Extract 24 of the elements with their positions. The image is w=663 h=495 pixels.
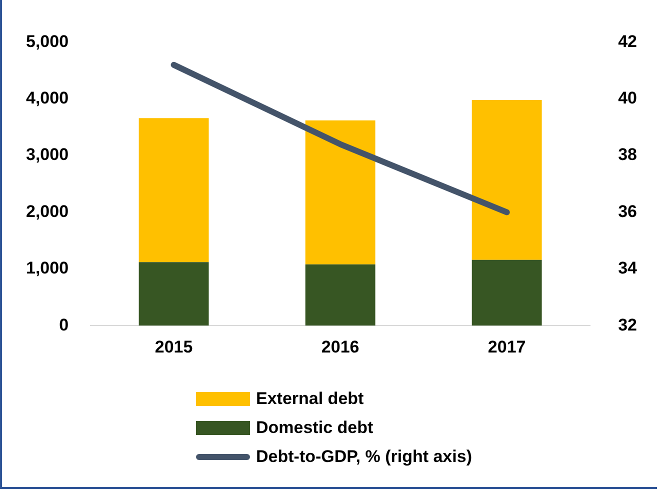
legend-label: Debt-to-GDP, % (right axis)	[256, 446, 472, 466]
y-tick-label: 3,000	[26, 145, 69, 164]
x-tick-label: 2016	[321, 337, 360, 356]
y2-tick-label: 32	[618, 315, 638, 334]
y2-tick-label: 40	[618, 88, 638, 108]
y-tick-label: 4,000	[26, 88, 69, 108]
bar	[138, 262, 209, 326]
x-tick-label: 2017	[488, 337, 526, 356]
y-tick-label: 1,000	[26, 258, 69, 278]
bar	[472, 260, 542, 326]
y2-tick-label: 34	[618, 258, 638, 278]
x-tick-label: 2015	[154, 337, 193, 356]
bar	[472, 100, 542, 260]
legend-label: Domestic debt	[256, 418, 374, 438]
y-tick-label: 5,000	[26, 32, 69, 51]
y-tick-label: 2,000	[26, 202, 69, 221]
bar	[305, 120, 376, 264]
y2-tick-label: 42	[618, 32, 638, 51]
legend-label: External debt	[256, 388, 364, 408]
y2-tick-label: 36	[618, 202, 638, 221]
y-tick-label: 0	[59, 315, 69, 334]
bar	[305, 264, 376, 326]
bar	[138, 118, 209, 262]
y2-tick-label: 38	[618, 145, 638, 164]
